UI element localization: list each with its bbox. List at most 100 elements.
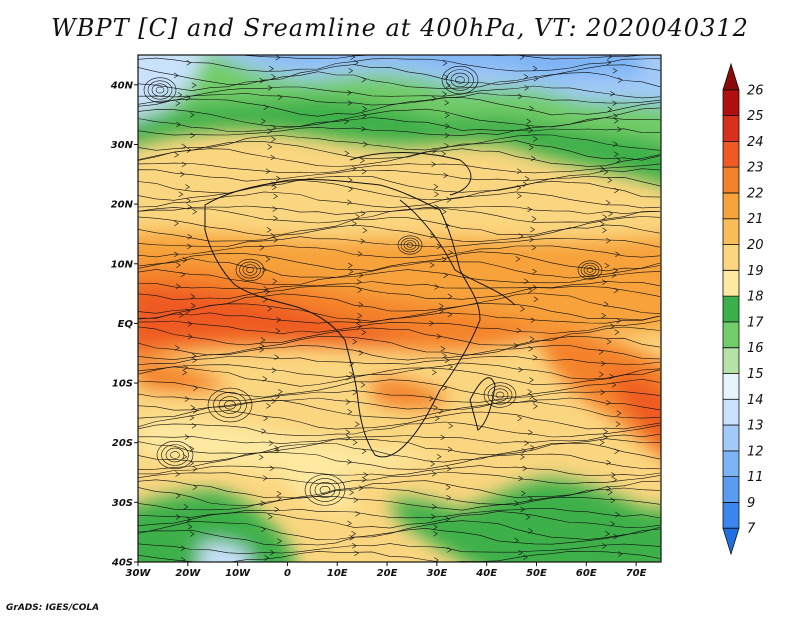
streamline-arrow (431, 161, 437, 168)
streamline-arrow (607, 489, 613, 496)
streamline-arrow (430, 461, 435, 467)
colorbar-swatch (722, 450, 740, 478)
streamline-arrow (190, 132, 196, 139)
streamline (138, 320, 661, 335)
streamline-arrow (529, 336, 535, 342)
streamline-eddy (483, 382, 517, 408)
streamline-arrow (346, 375, 351, 381)
streamline-eddy (156, 440, 194, 470)
streamline-arrow (193, 385, 198, 391)
streamline-arrow (446, 197, 452, 203)
streamline-arrow (530, 226, 535, 233)
colorbar-swatch (722, 218, 740, 245)
streamline-arrow (189, 531, 195, 537)
streamline-arrow (181, 49, 185, 54)
streamline-arrow (357, 323, 362, 330)
streamline-arrow (604, 262, 610, 269)
streamline-arrow (523, 73, 529, 80)
streamline-arrow (439, 303, 444, 309)
streamline-eddy (577, 260, 603, 280)
streamline-arrow (613, 113, 618, 119)
streamline-arrow (613, 118, 619, 124)
streamline-arrow (267, 85, 273, 91)
streamline-arrow (360, 210, 366, 217)
streamline-arrow (443, 74, 449, 80)
streamline-eddy (586, 267, 594, 273)
streamline-arrow (266, 227, 272, 233)
streamline-arrow (185, 95, 191, 101)
streamline-arrow (606, 459, 611, 466)
streamline-arrow (447, 546, 452, 553)
streamline (138, 302, 661, 322)
streamline-eddy (450, 72, 470, 88)
streamline-arrow (351, 531, 357, 537)
streamline-arrow (347, 89, 352, 96)
streamline-arrow (185, 308, 191, 314)
streamline-arrow (193, 407, 198, 414)
streamline-arrow (351, 165, 357, 172)
colorbar-level-label: 17 (747, 315, 764, 330)
streamline-arrow (277, 538, 282, 544)
colorbar-swatch (722, 398, 740, 426)
streamline-arrow (530, 155, 536, 162)
streamline-arrow (269, 465, 275, 472)
streamline (138, 362, 661, 380)
streamline-arrow (524, 175, 530, 182)
streamline-arrow (267, 128, 273, 134)
streamline-arrow (522, 465, 528, 472)
streamline-arrow (516, 327, 522, 334)
streamline-arrow (431, 95, 437, 102)
streamline-arrow (533, 75, 539, 82)
lon-tick-label: 40E (475, 568, 497, 579)
streamline (138, 126, 661, 136)
lat-tick-label: 10S (112, 379, 133, 390)
streamline (138, 207, 661, 224)
streamline-arrow (447, 293, 453, 300)
streamline-arrow (354, 421, 360, 428)
streamline-arrow (528, 144, 534, 151)
streamline (138, 175, 661, 194)
streamline-arrow (610, 323, 615, 329)
streamline-arrow (614, 329, 620, 336)
streamline-arrow (607, 106, 613, 112)
streamline-arrow (271, 124, 277, 131)
streamline-arrow (189, 445, 195, 452)
streamline-arrow (606, 399, 611, 406)
streamline-layer (138, 49, 661, 562)
streamline-arrow (181, 143, 187, 150)
colorbar-level-label: 24 (747, 135, 764, 150)
streamline-arrow (517, 93, 523, 100)
streamline-arrow (532, 354, 538, 361)
streamline-eddy (406, 242, 414, 248)
longitude-axis: 30W 20W 10W 0 10E 20E 30E 40E 50E 60E 70E (126, 562, 647, 579)
streamline (138, 366, 661, 387)
streamline-arrow (440, 345, 446, 352)
streamline-eddy (487, 385, 513, 405)
streamline-arrow (176, 262, 181, 268)
streamline-arrow (617, 77, 623, 83)
streamline-arrow (529, 393, 534, 400)
plot-frame (137, 54, 662, 563)
streamline-arrow (602, 543, 607, 549)
streamline-arrow (262, 376, 268, 382)
streamline-arrow (357, 287, 363, 293)
streamline-arrow (436, 333, 442, 340)
streamline-arrow (432, 147, 438, 154)
streamline-arrow (274, 447, 280, 454)
streamline-arrow (260, 118, 266, 124)
streamline-arrow (177, 92, 183, 98)
streamline-arrow (192, 484, 198, 490)
streamline-arrow (606, 59, 612, 66)
streamline-arrow (268, 440, 274, 446)
streamline-arrow (434, 204, 440, 211)
streamline-arrow (344, 118, 349, 125)
streamline-arrow (605, 530, 610, 537)
streamline-arrow (436, 453, 442, 460)
lat-tick-label: 30N (111, 140, 134, 151)
streamline-arrow (603, 301, 609, 307)
streamline-arrow (261, 428, 267, 434)
streamline-arrow (259, 244, 265, 251)
streamline-arrow (275, 328, 281, 334)
streamline-arrow (602, 279, 607, 285)
streamline-arrow (265, 168, 271, 174)
